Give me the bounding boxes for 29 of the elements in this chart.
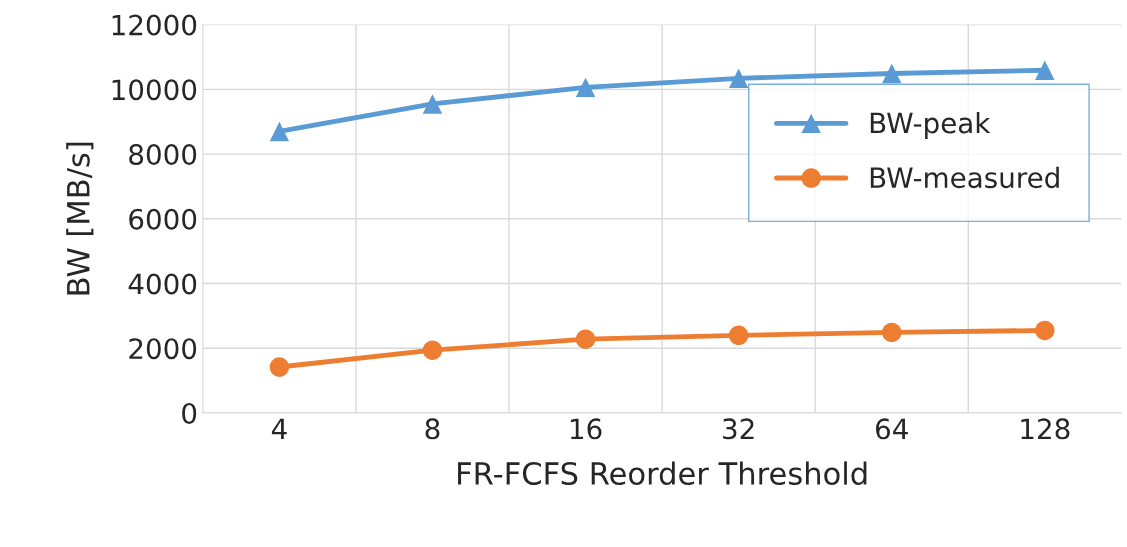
point	[728, 325, 749, 346]
point	[422, 94, 443, 114]
y-tick-label: 2000	[129, 338, 197, 360]
point	[1035, 320, 1055, 341]
y-tick-label: 0	[182, 402, 197, 424]
point	[575, 329, 596, 349]
point	[422, 340, 443, 360]
x-tick-label: 128	[1021, 418, 1070, 440]
y-tick-label: 10000	[112, 79, 197, 101]
y-tick-label: 8000	[129, 144, 197, 166]
y-axis-title: BW [MB/s]	[66, 142, 94, 295]
x-tick-label: 8	[425, 418, 440, 440]
legend-label: BW-peak	[870, 112, 991, 139]
point	[269, 121, 290, 142]
point	[269, 357, 290, 377]
x-tick-label: 64	[876, 418, 908, 440]
x-tick-label: 4	[271, 418, 287, 439]
point	[575, 77, 596, 98]
y-tick-label: 12000	[112, 14, 197, 36]
y-tick-label: 6000	[129, 208, 197, 230]
point	[882, 63, 902, 84]
x-tick-label: 16	[570, 418, 602, 440]
point	[1035, 60, 1055, 80]
y-tick-label: 4000	[128, 273, 197, 295]
point	[728, 68, 749, 89]
legend-label: BW-measured	[870, 166, 1059, 189]
x-tick-label: 32	[723, 418, 754, 440]
point	[882, 322, 902, 343]
x-axis-title: FR-FCFS Reorder Threshold	[458, 461, 867, 486]
